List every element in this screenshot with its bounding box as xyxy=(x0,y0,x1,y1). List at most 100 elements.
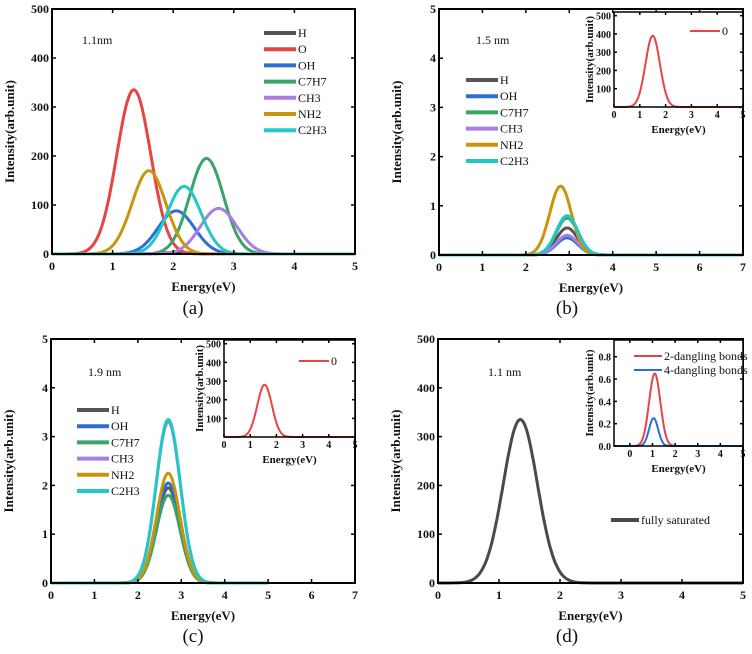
panel-c-y-tick-label: 4 xyxy=(42,381,48,395)
panel-d-inset-y-tick-label: 0.0 xyxy=(599,442,612,453)
panel-b-legend-label: NH2 xyxy=(500,138,523,152)
panel-c-legend-label: H xyxy=(111,403,120,417)
panel-b-y-tick-label: 5 xyxy=(430,2,436,16)
panel-d-inset-x-tick-label: 2 xyxy=(673,449,678,460)
panel-d-caption: (d) xyxy=(556,626,578,647)
panel-b-series-c2h3 xyxy=(438,214,744,257)
panel-b-y-tick-label: 2 xyxy=(430,150,436,164)
panel-a-annotation: 1.1nm xyxy=(82,33,113,47)
panel-b-legend-label: H xyxy=(500,73,509,87)
panel-b-x-tick-label: 6 xyxy=(697,260,703,274)
panel-c-y-tick-label: 5 xyxy=(42,332,48,346)
panel-a-y-tick-label: 400 xyxy=(31,51,49,65)
panel-d-inset-legend-label: 2-dangling bonds xyxy=(664,349,748,363)
panel-c-legend-label: CH3 xyxy=(111,452,134,466)
panel-b-annotation: 1.5 nm xyxy=(476,33,510,47)
panel-c-inset-legend-label: 0 xyxy=(331,354,337,368)
panel-d-inset-y-axis-label: Intensity(arb.unit) xyxy=(584,349,596,436)
panel-d-y-axis-label: Intensity(arb.unit) xyxy=(388,410,403,513)
panel-d-inset-x-tick-label: 1 xyxy=(650,449,655,460)
panel-d-inset-x-tick-label: 4 xyxy=(718,449,723,460)
panel-b-inset-y-tick-label: 300 xyxy=(596,48,611,59)
panel-d-inset-y-tick-label: 0.4 xyxy=(599,397,612,408)
panel-a-y-tick-label: 300 xyxy=(31,100,49,114)
panel-a-legend-label: O xyxy=(298,42,307,56)
panel-c-legend-label: C7H7 xyxy=(111,435,140,449)
panel-b-y-tick-label: 3 xyxy=(430,100,436,114)
panel-a-legend-label: CH3 xyxy=(298,91,321,105)
panel-c-y-tick-label: 3 xyxy=(42,430,48,444)
panel-b-series-c7h7 xyxy=(438,216,744,257)
panel-d-annotation: 1.1 nm xyxy=(488,365,522,379)
panel-b-inset-x-tick-label: 1 xyxy=(637,110,642,121)
panel-b-inset-y-tick-label: 100 xyxy=(596,85,611,96)
panel-b-x-axis-label: Energy(eV) xyxy=(559,280,623,295)
panel-b-inset-y-tick-label: 400 xyxy=(596,30,611,41)
panel-c-x-tick-label: 4 xyxy=(222,588,228,602)
panel-c-y-tick-label: 1 xyxy=(42,527,48,541)
panel-c-y-tick-label: 0 xyxy=(42,576,48,590)
panel-d-y-tick-label: 200 xyxy=(417,478,435,492)
panel-d-axes-frame xyxy=(437,338,744,584)
panel-a-series-c2h3 xyxy=(51,184,356,256)
panel-a-caption: (a) xyxy=(182,298,203,319)
panel-a-y-tick-label: 0 xyxy=(43,247,49,261)
panel-b-inset-y-axis-label: Intensity(arb.unit) xyxy=(584,16,596,103)
panel-c-inset-x-tick-label: 2 xyxy=(274,440,279,451)
panel-b-x-tick-label: 2 xyxy=(523,260,529,274)
panel-c-x-tick-label: 6 xyxy=(309,588,315,602)
panel-b-inset-plot: 0 1 2 3 4 5 100 200 300 400 500 Energy(eV) Intensity… xyxy=(584,11,746,136)
panel-c-inset-plot: 0 1 2 3 4 5 100 200 300 400 500 Energy(eV) Intensity… xyxy=(194,339,358,466)
panel-b-inset-x-tick-label: 0 xyxy=(612,110,617,121)
panel-d-inset-x-tick-label: 3 xyxy=(695,449,700,460)
panel-b-y-tick-label: 4 xyxy=(430,51,436,65)
panel-b-x-tick-label: 5 xyxy=(653,260,659,274)
panel-c-x-tick-label: 2 xyxy=(135,588,141,602)
panel-d-x-tick-label: 2 xyxy=(557,588,563,602)
panel-b-x-tick-label: 7 xyxy=(740,260,746,274)
panel-d-x-tick-label: 5 xyxy=(740,588,746,602)
panel-d-inset-x-tick-label: 5 xyxy=(741,449,746,460)
panel-d-inset-y-tick-label: 0.8 xyxy=(599,353,612,364)
panel-b-inset-x-tick-label: 3 xyxy=(689,110,694,121)
panel-b-legend-label: CH3 xyxy=(500,122,523,136)
panel-a-x-tick-label: 5 xyxy=(352,259,358,273)
panel-d-x-tick-label: 4 xyxy=(679,588,685,602)
panel-b-inset-background xyxy=(614,12,743,107)
panel-a-legend-label: C7H7 xyxy=(298,75,327,89)
panel-d-y-tick-label: 500 xyxy=(417,332,435,346)
panel-d-inset-x-tick-label: 0 xyxy=(627,449,632,460)
panel-c-legend-label: NH2 xyxy=(111,468,134,482)
panel-b-inset-axes-frame xyxy=(613,11,744,108)
panel-c-inset-x-axis-label: Energy(eV) xyxy=(262,454,317,466)
panel-d-y-tick-label: 0 xyxy=(429,576,435,590)
panel-d-x-tick-label: 1 xyxy=(496,588,502,602)
panel-a-legend-label: C2H3 xyxy=(298,123,327,137)
panel-d-legend: fully saturated xyxy=(611,513,710,527)
panel-c-y-axis-label: Intensity(arb.unit) xyxy=(1,410,16,513)
panel-c-x-tick-label: 1 xyxy=(91,588,97,602)
panel-b-inset-y-tick-label: 200 xyxy=(596,66,611,77)
panel-b-legend-label: OH xyxy=(500,89,518,103)
panel-b-legend-label: C7H7 xyxy=(500,105,529,119)
panel-a-x-tick-label: 2 xyxy=(170,259,176,273)
panel-c-axes-frame xyxy=(50,338,356,584)
panel-c-inset-y-tick-label: 300 xyxy=(206,377,221,388)
panel-b-series-nh2 xyxy=(438,184,744,257)
panel-c-caption: (c) xyxy=(182,626,203,647)
panel-b-inset-y-tick-label: 500 xyxy=(596,12,611,23)
panel-c-legend-label: OH xyxy=(111,419,129,433)
panel-b-x-tick-label: 3 xyxy=(566,260,572,274)
panel-d-inset-background xyxy=(614,340,743,446)
panel-c-x-tick-label: 7 xyxy=(352,588,358,602)
panel-c-inset-y-axis-label: Intensity(arb.unit) xyxy=(194,345,206,432)
panel-d-inset-legend-label: 4-dangling bonds xyxy=(664,363,748,377)
panel-c-inset-y-tick-label: 200 xyxy=(206,396,221,407)
panel-c-inset-x-tick-label: 4 xyxy=(326,440,331,451)
panel-d-inset-y-tick-label: 0.6 xyxy=(599,375,612,386)
panel-c-inset-x-tick-label: 1 xyxy=(248,440,253,451)
panel-c-inset-y-tick-label: 500 xyxy=(206,340,221,351)
panel-a-axes-frame xyxy=(51,8,356,255)
panel-a-x-tick-label: 1 xyxy=(110,259,116,273)
